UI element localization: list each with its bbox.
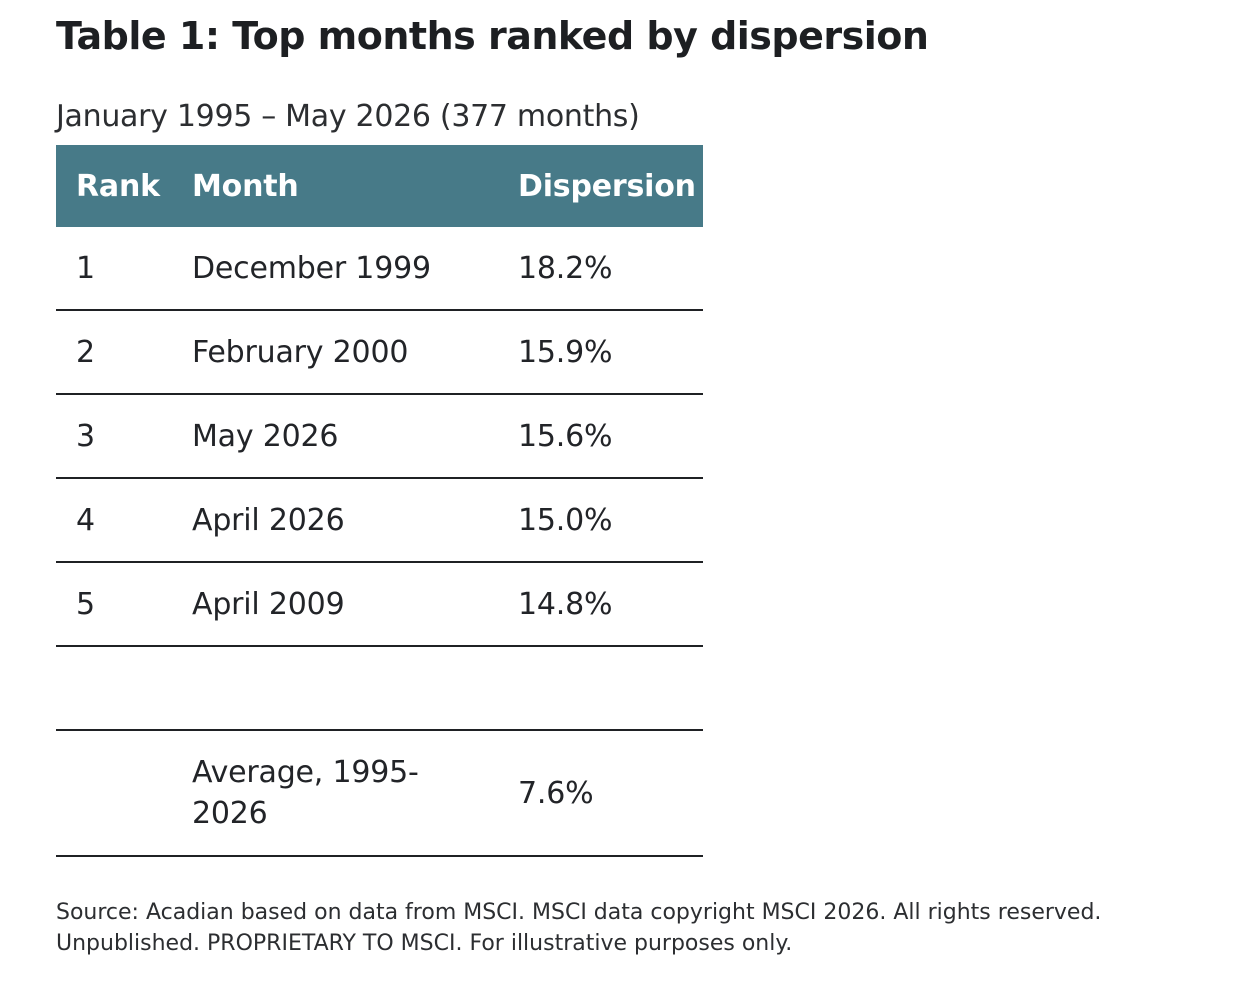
dispersion-cell: 18.2% [518,250,613,286]
dispersion-cell: 15.9% [518,334,613,370]
rank-cell: 3 [76,418,95,454]
empty-spacer-row [56,647,703,731]
table-row: 4 April 2026 15.0% [56,479,703,563]
rank-cell: 2 [76,334,95,370]
header-rank: Rank [76,168,160,204]
average-label: Average, 1995-2026 [192,755,419,831]
rank-cell: 1 [76,250,95,286]
header-dispersion: Dispersion [518,168,696,204]
dispersion-cell: 15.0% [518,502,613,538]
table-row: 1 December 1999 18.2% [56,227,703,311]
dispersion-table: Rank Month Dispersion 1 December 1999 18… [56,145,703,857]
table-row: 3 May 2026 15.6% [56,395,703,479]
header-month: Month [192,168,299,204]
month-cell: February 2000 [192,334,409,370]
month-cell: April 2026 [192,502,345,538]
table-row: 2 February 2000 15.9% [56,311,703,395]
table-row: 5 April 2009 14.8% [56,563,703,647]
rank-cell: 4 [76,502,95,538]
source-footnote: Source: Acadian based on data from MSCI.… [56,900,1102,956]
table-header-row: Rank Month Dispersion [56,145,703,227]
dispersion-cell: 14.8% [518,586,613,622]
month-cell: April 2009 [192,586,345,622]
month-cell: December 1999 [192,250,431,286]
dispersion-cell: 15.6% [518,418,613,454]
table-title: Table 1: Top months ranked by dispersion [56,14,929,58]
average-row: Average, 1995-2026 7.6% [56,731,703,857]
table-subtitle: January 1995 – May 2026 (377 months) [56,99,640,134]
month-cell: May 2026 [192,418,339,454]
average-value: 7.6% [518,775,594,811]
rank-cell: 5 [76,586,95,622]
